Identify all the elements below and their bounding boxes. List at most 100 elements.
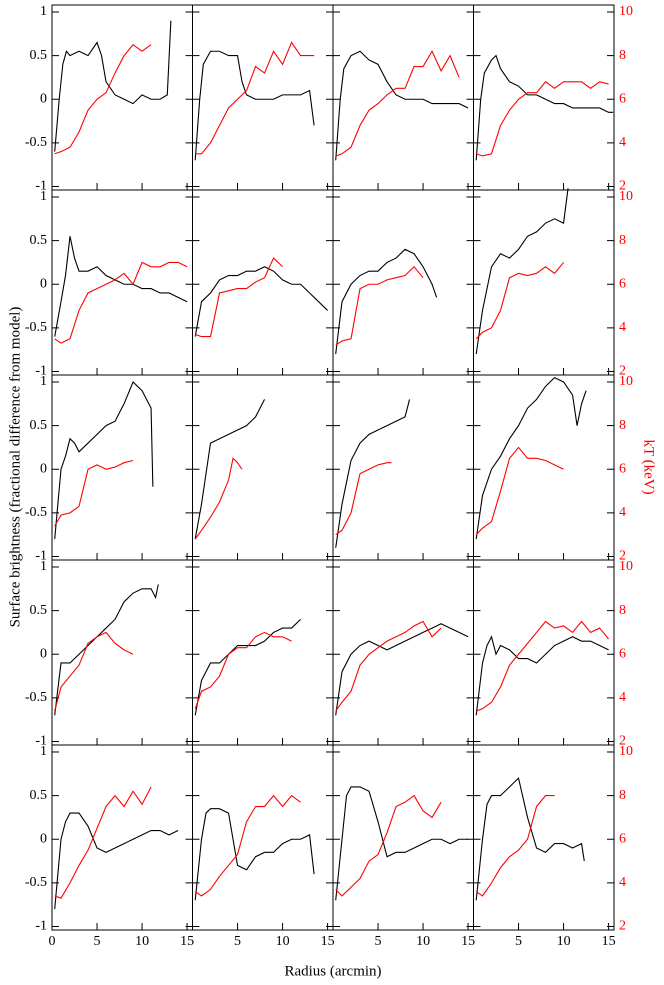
y2-tick-label: 2 [619,179,626,194]
y2-axis-label: kT (keV) [641,439,657,494]
profile-line [194,457,243,540]
y-tick-label: 0 [40,646,47,661]
panel-frame [51,744,193,931]
y-tick-label: 0.5 [30,418,48,433]
y2-tick-label: 2 [619,919,626,934]
profile-line [54,43,152,155]
profile-line [476,81,609,157]
panel-frame [473,374,615,561]
y2-tick-label: 6 [619,91,626,106]
y-tick-label: -0.5 [25,875,47,890]
profile-line [335,399,411,548]
y2-tick-label: 4 [619,320,626,335]
y2-tick-label: 6 [619,276,626,291]
y-tick-label: 0.5 [30,603,48,618]
y2-tick-label: 4 [619,135,626,150]
panel-frame [473,559,615,746]
y-tick-label: 0 [40,831,47,846]
profile-line [54,261,188,344]
y2-tick-label: 8 [619,418,626,433]
profile-line [194,631,292,709]
x-tick-label: 15 [321,934,335,949]
profile-line [475,795,555,897]
y2-tick-label: 10 [619,189,633,204]
y-tick-label: -1 [35,179,47,194]
y-tick-label: 1 [40,189,47,204]
profile-line [475,376,587,540]
y-tick-label: 1 [40,559,47,574]
y2-tick-label: 10 [619,744,633,759]
y-tick-label: 0 [40,91,47,106]
y-tick-label: -1 [35,734,47,749]
profile-line [335,248,438,355]
y2-tick-label: 6 [619,461,626,476]
panel-frame [332,189,474,376]
y-tick-label: 0.5 [30,788,48,803]
panel-frame [192,189,334,376]
profile-line [195,41,315,155]
y2-tick-label: 8 [619,233,626,248]
profile-line [54,631,134,712]
y-tick-label: -1 [35,364,47,379]
y-tick-label: 0 [40,461,47,476]
profile-line [54,459,134,527]
profile-line [54,812,179,910]
y2-tick-label: 2 [619,364,626,379]
profile-line [475,262,564,340]
y-tick-label: -1 [35,549,47,564]
y2-tick-label: 8 [619,48,626,63]
y-tick-label: -0.5 [25,320,47,335]
y2-tick-label: 4 [619,505,626,520]
x-tick-label: 5 [375,934,382,949]
panel-frame [51,374,193,561]
x-tick-label: 10 [135,934,149,949]
profile-line [335,265,424,346]
profile-line [475,54,614,161]
y-tick-label: -1 [35,919,47,934]
profile-line [194,618,301,716]
profile-line [54,20,172,152]
y-tick-label: -0.5 [25,135,47,150]
y-tick-label: 1 [40,744,47,759]
profile-line [475,635,609,716]
profile-line [475,188,569,355]
profile-line [194,794,301,897]
panel-frame [473,744,615,931]
panel-frame [473,189,615,376]
x-tick-label: 10 [557,934,571,949]
y2-tick-label: 4 [619,875,626,890]
x-tick-label: 5 [515,934,522,949]
panel-frame [473,4,615,191]
panel-frame [51,559,193,746]
y2-tick-label: 10 [619,559,633,574]
panel-frame [192,559,334,746]
panel-frame [332,744,474,931]
x-tick-label: 5 [234,934,241,949]
profile-line [195,257,283,338]
profile-line [335,50,460,157]
x-axis-label: Radius (arcmin) [284,963,381,979]
y-tick-label: 0.5 [30,48,48,63]
y2-tick-label: 8 [619,788,626,803]
panel-frame [332,4,474,191]
x-tick-label: 10 [416,934,430,949]
y2-tick-label: 4 [619,690,626,705]
profile-line [335,620,442,712]
profile-line [54,786,152,899]
profile-line [54,381,154,540]
profile-line [335,462,392,536]
profile-line [194,266,328,337]
y-tick-label: -0.5 [25,505,47,520]
y2-tick-label: 6 [619,646,626,661]
y2-tick-label: 10 [619,4,633,19]
y-tick-label: 0 [40,276,47,291]
y-tick-label: 1 [40,4,47,19]
x-tick-label: 5 [94,934,101,949]
panel-frame [192,4,334,191]
profile-line [54,584,159,716]
profile-line [194,399,266,540]
x-tick-label: 15 [602,934,616,949]
y2-tick-label: 10 [619,374,633,389]
profile-line [335,50,469,161]
